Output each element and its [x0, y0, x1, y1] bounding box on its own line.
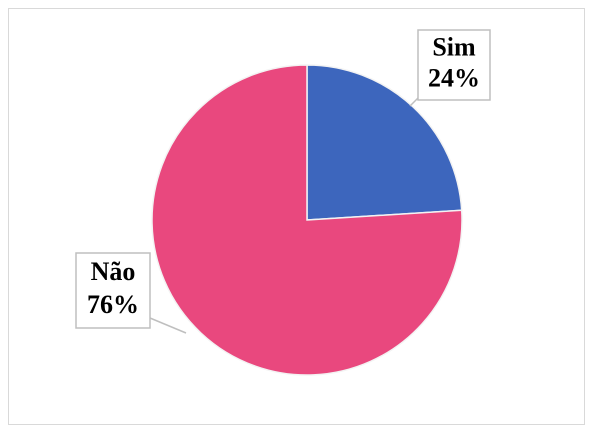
- data-label-box: [75, 252, 151, 329]
- pie: [151, 64, 463, 376]
- leader-line: [149, 317, 187, 334]
- leader-line: [409, 97, 419, 107]
- data-label-value: 76%: [87, 290, 139, 319]
- data-label-name: Sim: [432, 33, 476, 62]
- data-label-value: 24%: [428, 63, 480, 92]
- data-label-box: [417, 29, 491, 101]
- pie-slice: [151, 64, 463, 376]
- data-label-name: Não: [91, 257, 136, 286]
- pie-slice: [306, 64, 463, 221]
